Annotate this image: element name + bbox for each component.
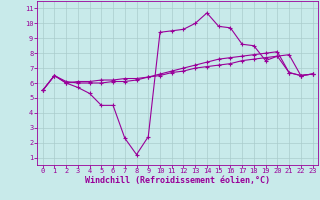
X-axis label: Windchill (Refroidissement éolien,°C): Windchill (Refroidissement éolien,°C)	[85, 176, 270, 185]
